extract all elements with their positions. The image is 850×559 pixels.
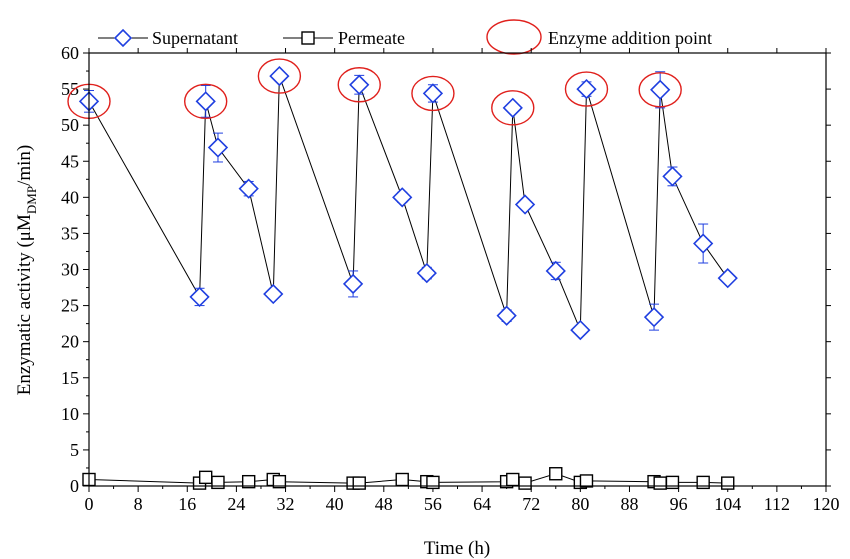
x-tick-label-6: 48 (375, 494, 393, 514)
enzyme-addition-oval-4 (411, 75, 455, 112)
y-tick-label-4: 20 (61, 332, 79, 352)
supernatant-point-20 (662, 166, 683, 187)
permeate-point-21 (696, 475, 710, 490)
enzyme-addition-oval-6 (564, 71, 609, 107)
y-tick-label-5: 25 (61, 296, 79, 316)
legend-marker-permeate (301, 31, 315, 45)
y-tick-label-9: 45 (61, 151, 79, 171)
series-line-supernatant (88, 75, 729, 331)
y-axis-label-tail: /min) (14, 145, 35, 186)
supernatant-point-5 (263, 283, 284, 305)
permeate-point-11 (426, 475, 440, 490)
legend-item-supernatant: Supernatant (98, 28, 238, 48)
permeate-point-6 (272, 474, 287, 489)
x-tick-label-11: 88 (620, 494, 638, 514)
enzyme-addition-ovals (67, 58, 682, 126)
supernatant-point-12 (496, 305, 517, 326)
supernatant-point-13 (502, 97, 523, 118)
x-tick-label-15: 120 (813, 494, 840, 514)
x-tick-label-3: 24 (227, 494, 245, 514)
legend-marker-supernatant (113, 28, 133, 48)
enzyme-addition-oval-1 (183, 83, 228, 120)
permeate-point-22 (721, 476, 735, 490)
enzyme-addition-oval-7 (638, 72, 682, 108)
permeate-point-3 (211, 475, 225, 490)
x-tick-label-7: 56 (424, 494, 442, 514)
supernatant-point-19 (650, 79, 671, 100)
x-tick-label-8: 64 (473, 494, 491, 514)
supernatant-point-21 (693, 233, 714, 254)
x-axis-label: Time (h) (424, 538, 490, 559)
y-tick-label-7: 35 (61, 223, 79, 243)
permeate-point-13 (506, 472, 520, 487)
error-bars (84, 71, 733, 335)
y-axis-label-sub: DMP (24, 186, 39, 214)
x-tick-label-5: 40 (326, 494, 344, 514)
legend-item-enzyme-addition: Enzyme addition point (486, 19, 712, 55)
y-axis-label: Enzymatic activity (μMDMP/min) (14, 145, 39, 396)
plot-frame (88, 52, 827, 487)
enzyme-addition-oval-3 (337, 67, 381, 103)
permeate-point-2 (198, 470, 213, 485)
supernatant-point-7 (342, 273, 364, 295)
legend-marker-enzyme-addition (486, 19, 542, 55)
y-tick-label-2: 10 (61, 404, 79, 424)
supernatant-point-14 (514, 194, 536, 215)
y-tick-label-12: 60 (61, 43, 79, 63)
x-tick-label-0: 0 (85, 494, 94, 514)
supernatant-point-15 (545, 260, 566, 282)
x-tick-label-14: 112 (764, 494, 790, 514)
x-tick-label-9: 72 (522, 494, 540, 514)
supernatant-point-18 (643, 306, 665, 328)
x-tick-label-10: 80 (571, 494, 589, 514)
supernatant-point-11 (422, 83, 444, 104)
permeate-point-9 (395, 472, 409, 487)
x-tick-label-2: 16 (178, 494, 196, 514)
y-tick-label-10: 50 (61, 115, 79, 135)
data-markers (78, 65, 738, 490)
supernatant-point-10 (416, 262, 437, 284)
y-tick-label-3: 15 (61, 368, 79, 388)
supernatant-point-3 (207, 137, 229, 158)
permeate-point-20 (665, 475, 680, 490)
permeate-point-17 (579, 474, 594, 488)
enzyme-addition-oval-2 (257, 58, 302, 94)
supernatant-point-1 (189, 286, 210, 308)
y-tick-label-0: 0 (70, 476, 79, 496)
supernatant-point-22 (717, 268, 738, 289)
permeate-point-8 (352, 476, 366, 490)
permeate-point-19 (653, 476, 667, 490)
permeate-point-14 (518, 476, 532, 490)
supernatant-point-17 (576, 78, 597, 100)
series-lines (88, 75, 729, 484)
legend-label-supernatant: Supernatant (152, 28, 238, 48)
supernatant-point-8 (349, 74, 370, 95)
x-tick-label-12: 96 (670, 494, 688, 514)
supernatant-point-6 (269, 65, 290, 87)
x-tick-label-13: 104 (714, 494, 741, 514)
legend-item-permeate: Permeate (283, 28, 405, 48)
supernatant-point-2 (195, 91, 216, 112)
supernatant-point-16 (570, 319, 591, 341)
y-tick-label-11: 55 (61, 79, 79, 99)
legend: Supernatant Permeate Enzyme addition poi… (98, 19, 712, 55)
legend-label-enzyme-addition: Enzyme addition point (548, 28, 712, 48)
permeate-point-4 (241, 474, 256, 489)
x-tick-label-1: 8 (134, 494, 143, 514)
enzyme-addition-oval-5 (491, 90, 535, 126)
y-tick-label-1: 5 (70, 440, 79, 460)
y-axis-label-main: Enzymatic activity (μM (14, 214, 35, 395)
axes: 0 8 16 24 32 40 48 56 64 72 80 88 96 104 112 120 0 5 10 15 2… (61, 43, 840, 514)
legend-label-permeate: Permeate (338, 28, 405, 48)
supernatant-point-4 (238, 178, 259, 199)
y-tick-label-6: 30 (61, 260, 79, 280)
supernatant-point-9 (392, 187, 413, 208)
permeate-point-15 (549, 467, 563, 481)
x-tick-label-4: 32 (277, 494, 295, 514)
y-tick-label-8: 40 (61, 187, 79, 207)
